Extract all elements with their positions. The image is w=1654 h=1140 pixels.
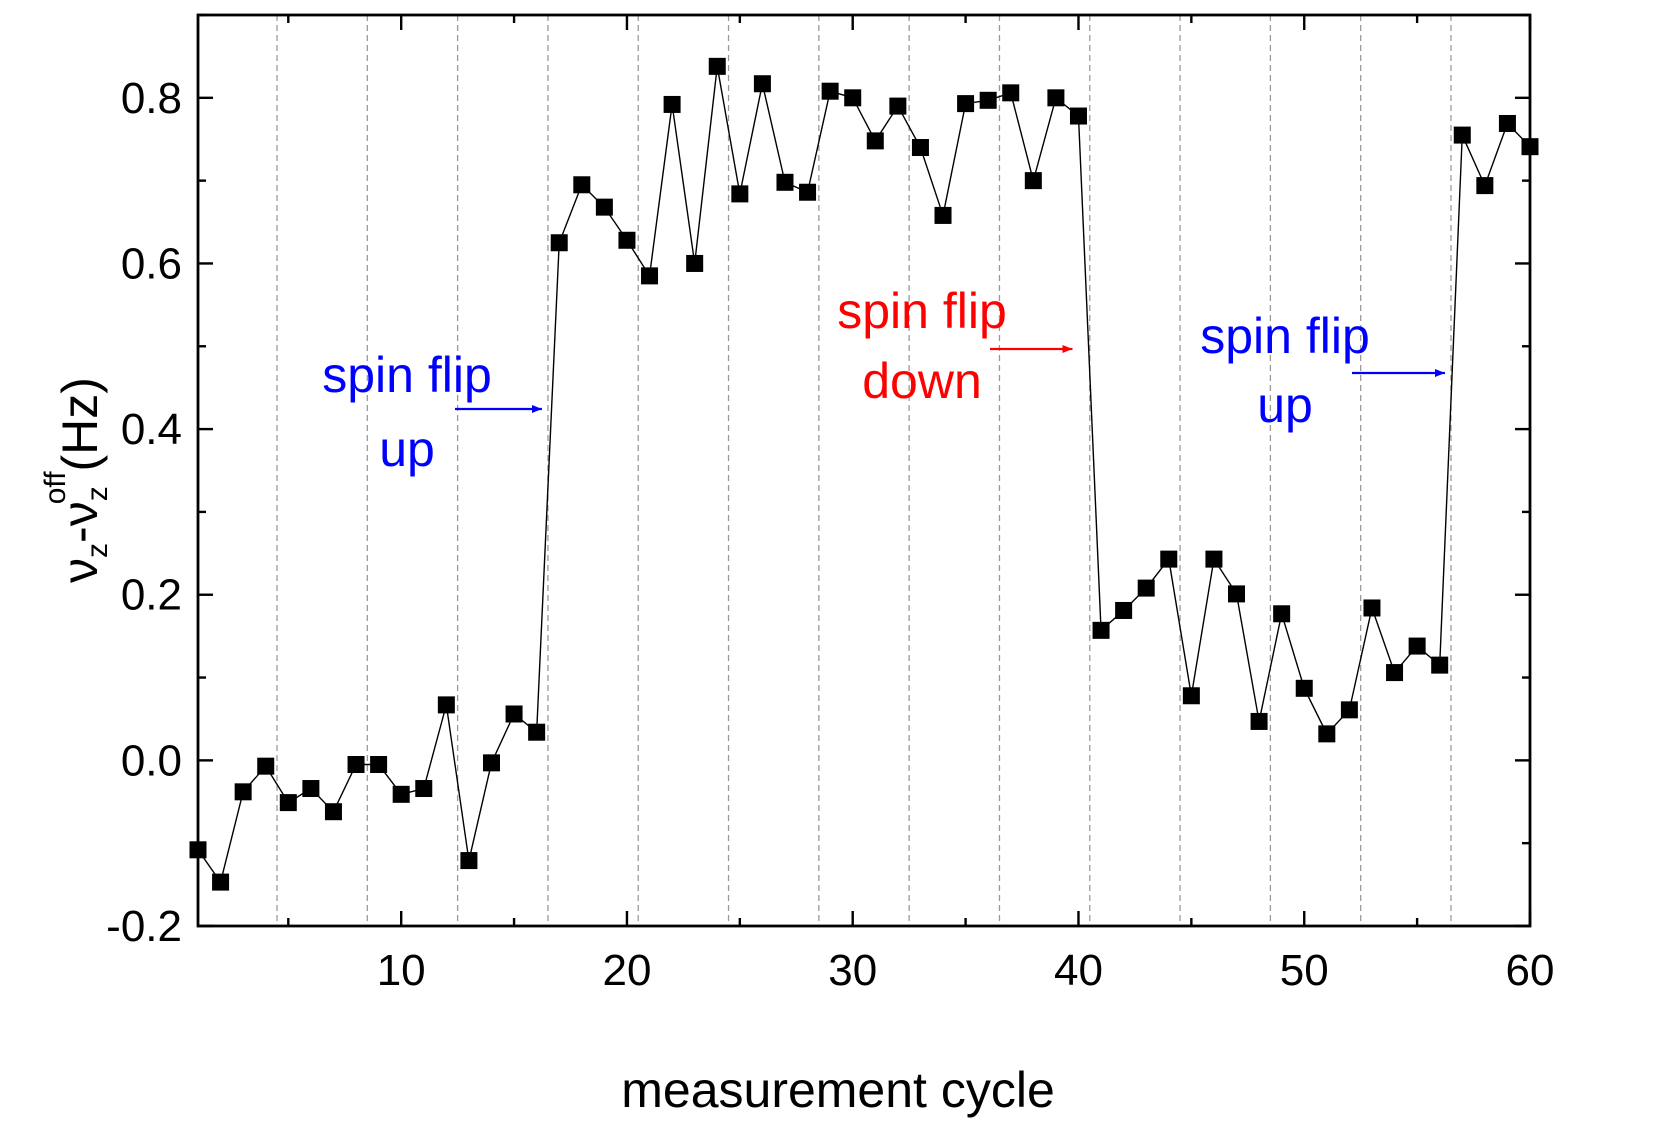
- data-point: [776, 173, 794, 191]
- data-point: [1498, 114, 1516, 132]
- y-tick-label: 0.8: [121, 74, 182, 123]
- svg-text:νz-νzoff(Hz): νz-νzoff(Hz): [39, 377, 114, 583]
- y-title-sub-z: z: [81, 543, 114, 558]
- data-point: [686, 254, 704, 272]
- data-point: [1069, 107, 1087, 125]
- data-point: [437, 696, 455, 714]
- data-point: [482, 754, 500, 772]
- annotation-text: spin flip: [1200, 308, 1370, 364]
- data-point: [1115, 601, 1133, 619]
- data-point: [595, 198, 613, 216]
- data-point: [573, 176, 591, 194]
- data-point: [911, 139, 929, 157]
- data-point: [324, 803, 342, 821]
- data-point: [505, 705, 523, 723]
- data-point: [663, 95, 681, 113]
- data-point: [641, 267, 659, 285]
- data-point: [1363, 599, 1381, 617]
- y-title-sup-off: off: [39, 471, 72, 504]
- data-point: [1476, 177, 1494, 195]
- x-tick-label: 10: [377, 946, 426, 995]
- y-title-nu: ν: [52, 558, 108, 583]
- data-point: [934, 206, 952, 224]
- y-tick-label: 0.4: [121, 405, 182, 454]
- data-point: [821, 82, 839, 100]
- data-point: [1092, 621, 1110, 639]
- x-tick-label: 60: [1506, 946, 1555, 995]
- data-point: [1160, 550, 1178, 568]
- data-point: [844, 89, 862, 107]
- axes: 10 20 30 40 50 60 -0.2 0.0 0.2 0.4 0.6 0.8: [106, 13, 1555, 995]
- data-point: [799, 183, 817, 201]
- y-axis-title: νz-νzoff(Hz): [39, 377, 114, 583]
- plot-frame: [196, 13, 1532, 928]
- data-point: [415, 780, 433, 798]
- data-point: [347, 756, 365, 774]
- y-tick-label: 0.6: [121, 239, 182, 288]
- annotation-text: spin flip: [322, 347, 492, 403]
- y-title-minus: -: [52, 526, 108, 543]
- y-tick-label: -0.2: [106, 902, 182, 951]
- x-tick-label: 40: [1054, 946, 1103, 995]
- data-point: [708, 57, 726, 75]
- x-axis-title: measurement cycle: [621, 1062, 1055, 1118]
- data-point: [279, 794, 297, 812]
- x-tick-label: 50: [1280, 946, 1329, 995]
- x-tick-label: 30: [828, 946, 877, 995]
- data-point: [460, 852, 478, 870]
- y-title-sub-z-2: z: [81, 486, 114, 501]
- data-point: [234, 783, 252, 801]
- y-title-unit: (Hz): [52, 377, 108, 471]
- data-point: [1047, 89, 1065, 107]
- data-point: [302, 780, 320, 798]
- data-point: [1002, 84, 1020, 102]
- data-point: [1340, 701, 1358, 719]
- data-point: [1024, 172, 1042, 190]
- data-point: [550, 234, 568, 252]
- data-point: [618, 231, 636, 249]
- data-point: [957, 95, 975, 113]
- data-point: [1137, 579, 1155, 597]
- data-point: [889, 97, 907, 115]
- data-point: [392, 785, 410, 803]
- data-point: [1408, 637, 1426, 655]
- data-point: [866, 132, 884, 150]
- data-point: [1273, 605, 1291, 623]
- data-point: [370, 756, 388, 774]
- data-point: [528, 723, 546, 741]
- vertical-grid: [276, 15, 1452, 926]
- data-point: [1250, 712, 1268, 730]
- annotation-text: down: [862, 353, 982, 409]
- data-point: [1295, 679, 1313, 697]
- annotation-text: up: [1257, 377, 1313, 433]
- data-point: [257, 757, 275, 775]
- data-point: [1431, 656, 1449, 674]
- data-point: [731, 185, 749, 203]
- data-point: [1453, 126, 1471, 144]
- data-point: [1386, 664, 1404, 682]
- data-point: [212, 873, 230, 891]
- data-series: [189, 57, 1539, 891]
- data-point: [1205, 550, 1223, 568]
- data-point: [1182, 687, 1200, 705]
- x-tick-label: 20: [602, 946, 651, 995]
- y-tick-label: 0.2: [121, 571, 182, 620]
- annotation-text: up: [379, 421, 435, 477]
- annotations: spin flip up spin flip down spin flip up: [322, 283, 1445, 477]
- data-point: [979, 91, 997, 109]
- data-point: [1228, 585, 1246, 603]
- data-point: [753, 75, 771, 93]
- data-point: [1318, 725, 1336, 743]
- y-title-nu-2: ν: [52, 501, 108, 526]
- y-tick-label: 0.0: [121, 736, 182, 785]
- annotation-text: spin flip: [837, 283, 1007, 339]
